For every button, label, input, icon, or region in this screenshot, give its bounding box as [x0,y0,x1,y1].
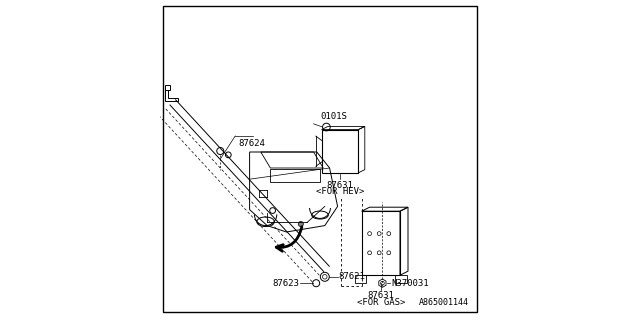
Text: 87631: 87631 [367,291,394,300]
Text: A865001144: A865001144 [419,298,468,307]
Text: 87631: 87631 [326,181,353,190]
Text: <FOR GAS>: <FOR GAS> [356,298,405,307]
Text: N370031: N370031 [391,279,429,288]
Text: 87624: 87624 [239,139,265,148]
Text: 87623: 87623 [273,279,300,288]
Circle shape [298,221,303,227]
Text: 0101S: 0101S [320,112,347,121]
Text: 87621: 87621 [339,272,365,281]
Text: <FOR HEV>: <FOR HEV> [316,187,364,196]
